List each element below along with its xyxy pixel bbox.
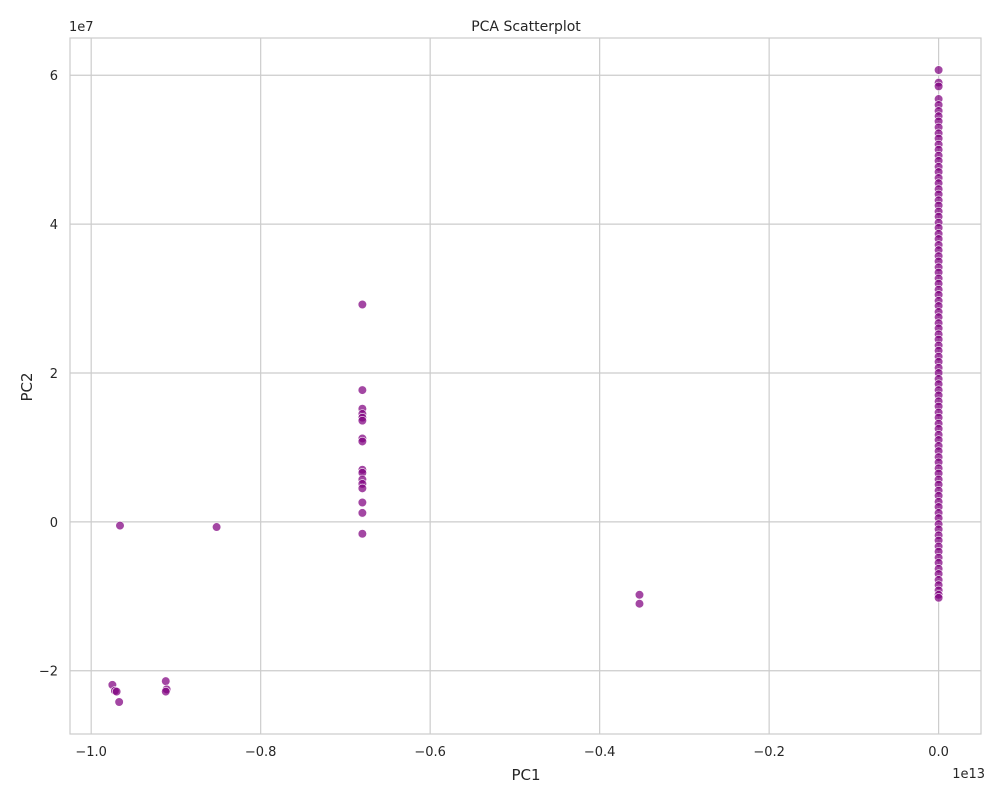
- points-layer: [107, 65, 944, 707]
- x-offset-label: 1e13: [952, 767, 985, 782]
- scatter-point: [934, 593, 944, 603]
- y-tick-label: 6: [50, 69, 58, 84]
- y-tick-label: −2: [39, 665, 58, 680]
- scatter-point: [212, 522, 222, 532]
- scatter-point: [357, 385, 367, 395]
- scatter-point: [161, 676, 171, 686]
- scatter-point: [357, 529, 367, 539]
- x-tick-label: −0.4: [584, 745, 616, 760]
- x-tick-label: 0.0: [928, 745, 949, 760]
- y-axis-label: PC2: [18, 372, 36, 401]
- scatter-point: [357, 497, 367, 508]
- chart-title: PCA Scatterplot: [471, 19, 581, 35]
- scatter-point: [357, 299, 367, 310]
- x-tick-label: −0.2: [753, 745, 785, 760]
- scatter-point: [112, 686, 122, 697]
- x-axis-label: PC1: [511, 766, 540, 784]
- scatter-point: [934, 65, 944, 75]
- scatter-point: [634, 590, 645, 600]
- y-tick-label: 0: [50, 516, 58, 531]
- grid-layer: [70, 38, 981, 734]
- scatter-point: [934, 81, 944, 91]
- scatter-point: [114, 697, 124, 707]
- x-tick-label: −0.8: [245, 745, 277, 760]
- ticks-layer: −1.0 −0.8 −0.6 −0.4 −0.2 0.0 −2 0 2 4 6: [39, 69, 949, 760]
- scatter-point: [357, 483, 367, 493]
- x-tick-label: −1.0: [75, 745, 107, 760]
- scatter-point: [357, 436, 367, 447]
- scatter-point: [357, 416, 367, 426]
- scatter-point: [115, 520, 125, 531]
- scatter-point: [634, 599, 645, 609]
- y-tick-label: 2: [50, 367, 58, 382]
- y-tick-label: 4: [50, 218, 58, 233]
- x-tick-label: −0.6: [414, 745, 446, 760]
- scatter-point: [357, 508, 367, 518]
- plot-frame: [69, 37, 982, 735]
- scatter-point: [161, 686, 171, 697]
- y-offset-label: 1e7: [69, 20, 94, 35]
